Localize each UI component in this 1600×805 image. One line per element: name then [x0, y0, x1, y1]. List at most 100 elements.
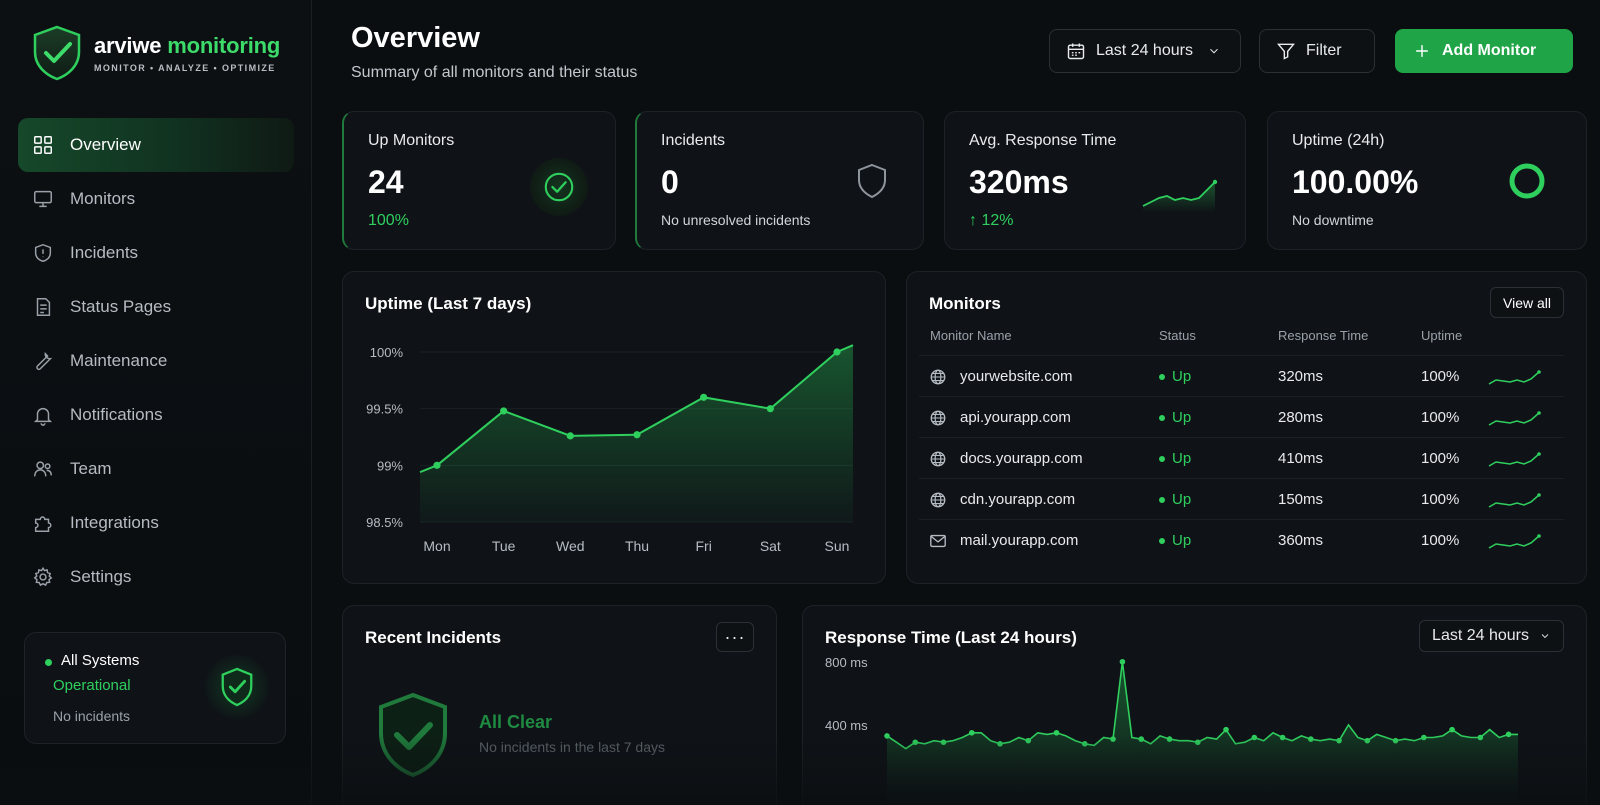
stat-value: 24 — [368, 164, 404, 200]
page-title: Overview — [351, 22, 480, 54]
response-point — [1138, 736, 1145, 742]
uptime-point — [700, 393, 708, 401]
sidebar-item-settings[interactable]: Settings — [18, 550, 294, 604]
sidebar-item-team[interactable]: Team — [18, 442, 294, 496]
uptime-point — [500, 407, 508, 415]
monitor-name[interactable]: yourwebsite.com — [960, 368, 1073, 385]
sidebar-item-integrations[interactable]: Integrations — [18, 496, 294, 550]
check-circle-icon — [530, 158, 588, 216]
y-tick-label: 99% — [377, 458, 403, 473]
monitor-name[interactable]: cdn.yourapp.com — [960, 491, 1076, 508]
uptime-point — [766, 405, 774, 413]
filter-icon — [1276, 43, 1296, 60]
sidebar-item-maintenance[interactable]: Maintenance — [18, 334, 294, 388]
uptime-point — [633, 431, 641, 439]
more-options-button[interactable]: ··· — [716, 622, 754, 652]
chevron-down-icon — [1210, 48, 1218, 54]
table-row[interactable]: mail.yourapp.com Up 360ms 100% — [919, 519, 1564, 561]
stat-card-up-monitors: Up Monitors 24 100% — [342, 111, 616, 250]
card-title: Uptime (Last 7 days) — [365, 294, 532, 313]
sidebar-item-label: Maintenance — [70, 351, 168, 370]
response-point — [1505, 731, 1512, 738]
monitor-name[interactable]: mail.yourapp.com — [960, 532, 1079, 549]
system-status-title: All Systems — [61, 652, 140, 669]
table-row[interactable]: yourwebsite.com Up 320ms 100% — [919, 355, 1564, 397]
x-tick-label: Mon — [423, 538, 450, 554]
monitor-icon — [34, 190, 52, 208]
x-tick-label: Tue — [492, 538, 516, 554]
sidebar-item-label: Overview — [70, 135, 141, 154]
response-point — [1308, 736, 1314, 742]
globe-icon — [929, 491, 949, 511]
response-point — [1223, 726, 1229, 733]
row-sparkline — [1488, 452, 1541, 467]
plus-icon — [1416, 45, 1428, 57]
add-monitor-button[interactable]: Add Monitor — [1395, 29, 1573, 73]
sidebar-item-label: Notifications — [70, 405, 163, 424]
sidebar-item-label: Monitors — [70, 189, 136, 208]
sidebar-item-incidents[interactable]: Incidents — [18, 226, 294, 280]
response-point — [1279, 734, 1286, 741]
stat-sub: No downtime — [1292, 212, 1374, 228]
filter-button[interactable]: Filter — [1259, 29, 1375, 73]
response-time-value: 410ms — [1278, 450, 1324, 467]
add-monitor-label: Add Monitor — [1442, 42, 1537, 59]
uptime-ring-icon — [1509, 163, 1545, 199]
sidebar-item-label: Team — [70, 459, 112, 478]
uptime-chart-card: Uptime (Last 7 days) 100% 99.5% 99% 98.5% Mo… — [342, 271, 886, 584]
shield-alert-icon — [34, 243, 52, 263]
table-row[interactable]: api.yourapp.com Up 280ms 100% — [919, 396, 1564, 438]
sidebar-item-notifications[interactable]: Notifications — [18, 388, 294, 442]
response-time-chart: 800 ms 400 ms — [825, 655, 1518, 805]
stat-label: Avg. Response Time — [969, 132, 1117, 149]
row-sparkline — [1488, 534, 1541, 549]
column-header: Response Time — [1278, 328, 1369, 343]
column-header: Uptime — [1421, 328, 1463, 343]
system-status-state: Operational — [53, 677, 131, 694]
globe-icon — [929, 450, 949, 470]
table-row[interactable]: cdn.yourapp.com Up 150ms 100% — [919, 478, 1564, 520]
stat-card-incidents: Incidents 0 No unresolved incidents — [635, 111, 924, 250]
sidebar-item-monitors[interactable]: Monitors — [18, 172, 294, 226]
globe-icon — [929, 409, 949, 429]
response-sparkline — [1142, 179, 1218, 212]
uptime-point — [433, 461, 441, 469]
chevron-down-icon — [1541, 634, 1549, 639]
monitors-card: Monitors View all Monitor Name Status Re… — [906, 271, 1587, 584]
y-tick-label: 98.5% — [366, 515, 403, 530]
sidebar-item-status-pages[interactable]: Status Pages — [18, 280, 294, 334]
card-title: Response Time (Last 24 hours) — [825, 628, 1077, 647]
sidebar-item-label: Status Pages — [70, 297, 172, 316]
filter-label: Filter — [1306, 42, 1342, 59]
grid-icon — [34, 136, 52, 154]
table-row[interactable]: docs.yourapp.com Up 410ms 100% — [919, 437, 1564, 479]
response-range-dropdown[interactable]: Last 24 hours — [1419, 620, 1564, 652]
uptime-value: 100% — [1421, 450, 1460, 467]
sidebar: arviwe monitoring MONITOR • ANALYZE • OP… — [0, 0, 312, 805]
response-point — [1110, 736, 1116, 742]
brand-tagline: MONITOR • ANALYZE • OPTIMIZE — [94, 63, 276, 73]
mail-icon — [929, 532, 949, 552]
response-time-value: 320ms — [1278, 368, 1324, 385]
response-point — [968, 729, 975, 736]
monitor-name[interactable]: docs.yourapp.com — [960, 450, 1083, 467]
shield-icon — [858, 163, 886, 199]
sidebar-item-overview[interactable]: Overview — [18, 118, 294, 172]
calendar-icon — [1067, 43, 1085, 60]
monitor-name[interactable]: api.yourapp.com — [960, 409, 1071, 426]
page-subtitle: Summary of all monitors and their status — [351, 64, 638, 81]
status-badge: Up — [1159, 532, 1191, 549]
y-tick-label: 400 ms — [825, 718, 868, 733]
view-all-button[interactable]: View all — [1490, 287, 1564, 318]
time-range-dropdown[interactable]: Last 24 hours — [1049, 29, 1241, 73]
stat-card-uptime: Uptime (24h) 100.00% No downtime — [1267, 111, 1587, 250]
response-time-value: 360ms — [1278, 532, 1324, 549]
y-tick-label: 800 ms — [825, 655, 868, 670]
response-range-label: Last 24 hours — [1432, 627, 1529, 644]
uptime-point — [566, 432, 574, 440]
sidebar-item-label: Integrations — [70, 513, 159, 532]
stat-value: 320ms — [969, 164, 1069, 200]
response-point — [1477, 734, 1484, 741]
status-dot — [45, 659, 52, 666]
response-point — [1251, 734, 1258, 741]
